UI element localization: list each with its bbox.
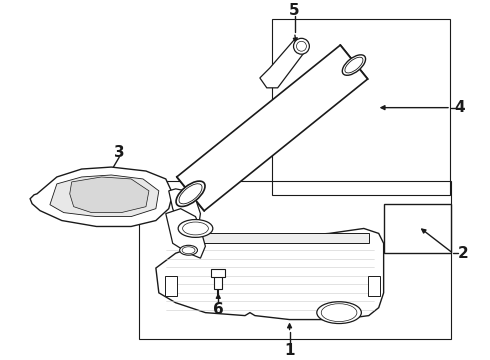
Ellipse shape <box>179 184 202 204</box>
Ellipse shape <box>178 220 213 237</box>
Ellipse shape <box>180 245 197 255</box>
Polygon shape <box>30 167 172 226</box>
Polygon shape <box>260 38 304 88</box>
Ellipse shape <box>182 247 195 254</box>
Polygon shape <box>50 175 159 217</box>
Bar <box>214 275 222 289</box>
Circle shape <box>294 38 309 54</box>
Text: 5: 5 <box>289 3 300 18</box>
Polygon shape <box>169 189 200 229</box>
Bar <box>368 276 380 296</box>
Bar <box>272 18 450 195</box>
Polygon shape <box>177 45 368 211</box>
Text: 6: 6 <box>213 302 223 317</box>
Bar <box>211 269 225 277</box>
Text: 4: 4 <box>455 100 465 115</box>
Ellipse shape <box>317 302 361 324</box>
Circle shape <box>296 41 306 51</box>
Polygon shape <box>70 177 149 213</box>
Bar <box>384 204 451 253</box>
Bar <box>139 181 451 339</box>
Text: 2: 2 <box>458 246 468 261</box>
Ellipse shape <box>183 222 208 235</box>
Bar <box>165 276 177 296</box>
Polygon shape <box>200 233 369 243</box>
Ellipse shape <box>345 57 363 73</box>
Polygon shape <box>166 209 205 258</box>
Ellipse shape <box>321 304 357 321</box>
Ellipse shape <box>343 55 366 75</box>
Ellipse shape <box>176 181 205 207</box>
Text: 1: 1 <box>284 343 295 358</box>
Polygon shape <box>156 229 384 320</box>
Text: 3: 3 <box>114 145 124 160</box>
